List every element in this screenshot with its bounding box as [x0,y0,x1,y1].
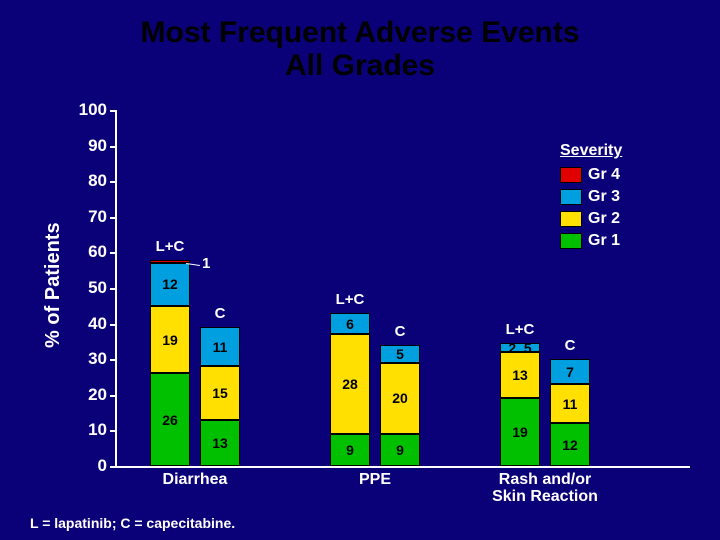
x-axis [115,466,690,468]
y-tick-label: 30 [57,349,107,369]
y-tick-mark [110,359,115,361]
y-tick-label: 90 [57,136,107,156]
legend-title: Severity [560,142,622,160]
legend: Severity Gr 4 Gr 3 Gr 2 Gr 1 [560,142,622,254]
y-tick-label: 0 [57,456,107,476]
y-tick-mark [110,110,115,112]
footnote: L = lapatinib; C = capecitabine. [30,515,235,531]
bar-top-label: L+C [495,321,545,338]
bar-top-label: C [545,337,595,354]
bar-top-label: C [375,323,425,340]
y-tick-mark [110,288,115,290]
bar-segment-value: 12 [550,437,590,453]
bar-top-label: C [195,305,245,322]
legend-label: Gr 1 [588,232,620,250]
y-tick-mark [110,146,115,148]
bar-segment-value: 11 [550,396,590,412]
legend-label: Gr 3 [588,188,620,206]
y-tick-label: 80 [57,171,107,191]
bar-segment-value: 13 [500,367,540,383]
bar-segment-value: 11 [200,339,240,355]
bar-segment-value: 13 [200,435,240,451]
bar-segment-value: 20 [380,390,420,406]
y-tick-mark [110,217,115,219]
title-line-1: Most Frequent Adverse Events [141,16,580,49]
title-line-2: All Grades [285,49,435,82]
y-tick-mark [110,466,115,468]
x-category-label: Rash and/orSkin Reaction [470,472,620,506]
x-category-label: Diarrhea [120,472,270,489]
legend-swatch [560,233,582,249]
legend-label: Gr 2 [588,210,620,228]
bar-segment-value: 12 [150,276,190,292]
bar-segment-value: 7 [550,364,590,380]
legend-swatch [560,189,582,205]
bar-annotation: 1 [202,255,210,272]
y-tick-label: 20 [57,385,107,405]
bar-segment-value: 28 [330,376,370,392]
legend-item: Gr 2 [560,210,622,228]
y-tick-label: 10 [57,420,107,440]
bar-segment-value: 2. 5 [500,340,540,356]
legend-item: Gr 1 [560,232,622,250]
legend-swatch [560,211,582,227]
y-tick-mark [110,430,115,432]
bar-segment-value: 6 [330,316,370,332]
bar-top-label: L+C [145,238,195,255]
legend-item: Gr 3 [560,188,622,206]
legend-swatch [560,167,582,183]
y-tick-mark [110,181,115,183]
y-tick-mark [110,395,115,397]
bar-segment-value: 9 [330,442,370,458]
bar-segment-value: 19 [150,332,190,348]
legend-label: Gr 4 [588,166,620,184]
y-axis-label: % of Patients [42,222,65,348]
y-tick-mark [110,252,115,254]
bar-segment-value: 26 [150,412,190,428]
bar-segment [150,260,190,264]
y-tick-mark [110,324,115,326]
bar-top-label: L+C [325,291,375,308]
bar-segment-value: 19 [500,424,540,440]
bar-segment-value: 9 [380,442,420,458]
bar-segment-value: 5 [380,346,420,362]
x-category-label: PPE [300,472,450,489]
y-tick-label: 100 [57,100,107,120]
y-axis [115,110,117,466]
chart-title: Most Frequent Adverse Events All Grades [0,16,720,82]
bar-segment-value: 15 [200,385,240,401]
legend-item: Gr 4 [560,166,622,184]
